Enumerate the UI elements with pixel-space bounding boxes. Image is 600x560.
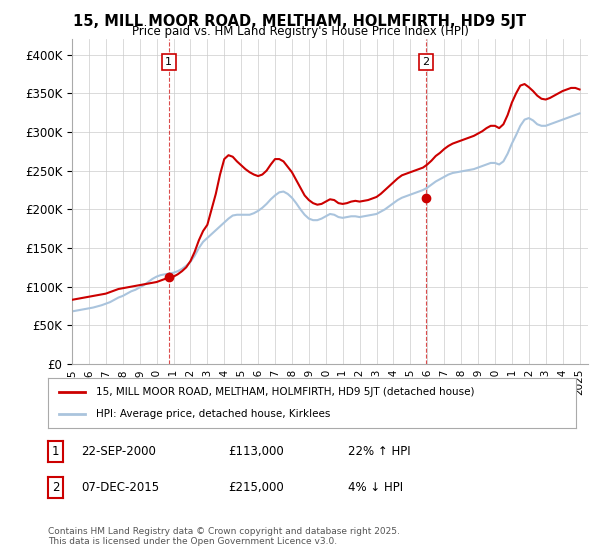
Text: 1: 1 bbox=[52, 445, 59, 458]
Text: 4% ↓ HPI: 4% ↓ HPI bbox=[348, 481, 403, 494]
Text: 22-SEP-2000: 22-SEP-2000 bbox=[81, 445, 156, 458]
Text: 07-DEC-2015: 07-DEC-2015 bbox=[81, 481, 159, 494]
Text: 15, MILL MOOR ROAD, MELTHAM, HOLMFIRTH, HD9 5JT (detached house): 15, MILL MOOR ROAD, MELTHAM, HOLMFIRTH, … bbox=[95, 387, 474, 397]
Text: 2: 2 bbox=[52, 481, 59, 494]
Text: HPI: Average price, detached house, Kirklees: HPI: Average price, detached house, Kirk… bbox=[95, 409, 330, 419]
Text: 15, MILL MOOR ROAD, MELTHAM, HOLMFIRTH, HD9 5JT: 15, MILL MOOR ROAD, MELTHAM, HOLMFIRTH, … bbox=[73, 14, 527, 29]
Text: Contains HM Land Registry data © Crown copyright and database right 2025.
This d: Contains HM Land Registry data © Crown c… bbox=[48, 526, 400, 546]
Text: 22% ↑ HPI: 22% ↑ HPI bbox=[348, 445, 410, 458]
Text: 2: 2 bbox=[422, 57, 430, 67]
Text: £215,000: £215,000 bbox=[228, 481, 284, 494]
Text: Price paid vs. HM Land Registry's House Price Index (HPI): Price paid vs. HM Land Registry's House … bbox=[131, 25, 469, 38]
Text: 1: 1 bbox=[165, 57, 172, 67]
Text: £113,000: £113,000 bbox=[228, 445, 284, 458]
